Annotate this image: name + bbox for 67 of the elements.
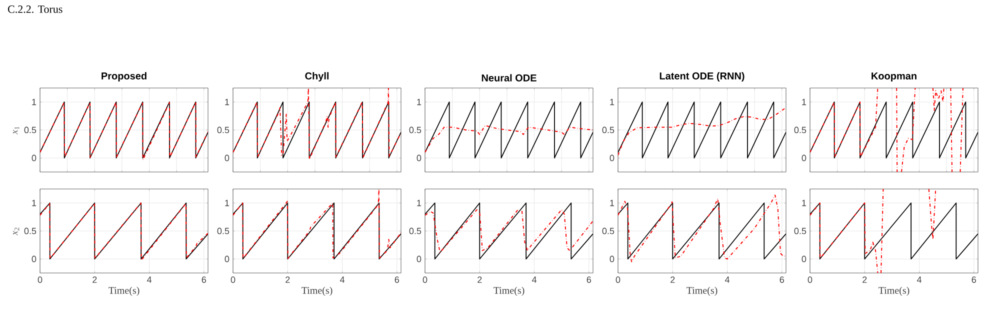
x-tick-label: 2 — [92, 276, 97, 283]
line-series — [425, 125, 594, 153]
x-tick-label: 0 — [38, 276, 42, 283]
y-tick-label: 0.5 — [794, 228, 806, 234]
x-axis-title: Time(s) — [878, 286, 910, 296]
y-tick-label: 0.5 — [217, 228, 230, 234]
y-tick-label: 0.5 — [24, 126, 36, 134]
x-axis-title: Time(s) — [494, 286, 524, 296]
x-tick-label: 0 — [422, 276, 428, 283]
chart-title: Latent ODE (RNN) — [660, 72, 744, 82]
x-tick-label: 4 — [340, 276, 345, 283]
line-series — [233, 188, 402, 259]
x-tick-label: 6 — [972, 276, 976, 283]
y-tick-label: 0 — [32, 256, 36, 262]
x-tick-label: 4 — [916, 276, 922, 283]
x-tick-label: 0 — [808, 276, 812, 283]
y-tick-label: 0.5 — [217, 126, 230, 134]
chart-title: Chyll — [305, 72, 329, 82]
x-tick-label: 6 — [394, 276, 400, 283]
x-tick-label: 4 — [724, 276, 730, 283]
x-axis-title: Time(s) — [108, 286, 140, 296]
y-tick-label: 1 — [225, 98, 230, 106]
y-axis-title: x$_{2}$ — [13, 228, 20, 236]
line-series — [233, 88, 402, 160]
y-tick-label: 0.5 — [409, 228, 422, 234]
y-tick-label: 0.5 — [409, 126, 422, 134]
x-tick-label: 0 — [616, 276, 620, 283]
y-tick-label: 0.5 — [24, 228, 36, 234]
x-tick-label: 4 — [532, 276, 537, 283]
y-tick-label: 0.5 — [794, 126, 806, 134]
y-tick-label: 0 — [802, 154, 806, 162]
text: C.2.2. Torus — [8, 6, 62, 13]
chart-title: Neural ODE — [482, 74, 536, 82]
x-tick-label: 6 — [586, 276, 592, 283]
y-tick-label: 1 — [802, 98, 806, 106]
x-tick-label: 2 — [670, 276, 675, 283]
y-tick-label: 1 — [802, 200, 806, 206]
x-tick-label: 2 — [286, 276, 290, 283]
chart-title: Proposed — [102, 72, 146, 82]
y-tick-label: 0 — [224, 154, 230, 162]
y-tick-label: 1 — [610, 200, 614, 206]
y-tick-label: 0 — [610, 256, 614, 262]
y-tick-label: 0 — [802, 256, 806, 262]
x-tick-label: 6 — [780, 276, 784, 283]
x-tick-label: 2 — [862, 276, 867, 283]
y-tick-label: 0 — [610, 154, 614, 162]
x-tick-label: 0 — [230, 276, 236, 283]
y-tick-label: 1 — [417, 98, 422, 106]
y-tick-label: 0 — [224, 256, 230, 262]
y-tick-label: 0.5 — [602, 228, 614, 234]
x-tick-label: 4 — [146, 276, 152, 283]
line-series — [425, 209, 594, 253]
x-tick-label: 2 — [478, 276, 482, 283]
y-axis-title: x$_{1}$ — [13, 126, 20, 134]
y-tick-label: 0 — [32, 154, 36, 162]
x-axis-title: Time(s) — [686, 286, 718, 296]
chart-title: Koopman — [872, 72, 916, 82]
y-tick-label: 0 — [416, 256, 422, 262]
y-tick-label: 1 — [32, 200, 36, 206]
y-tick-label: 1 — [610, 98, 614, 106]
y-tick-label: 0 — [416, 154, 422, 162]
x-tick-label: 6 — [202, 276, 206, 283]
x-axis-title: Time(s) — [302, 286, 332, 296]
y-tick-label: 1 — [225, 200, 230, 206]
y-tick-label: 1 — [417, 200, 422, 206]
y-tick-label: 1 — [32, 98, 36, 106]
y-tick-label: 0.5 — [602, 126, 614, 134]
